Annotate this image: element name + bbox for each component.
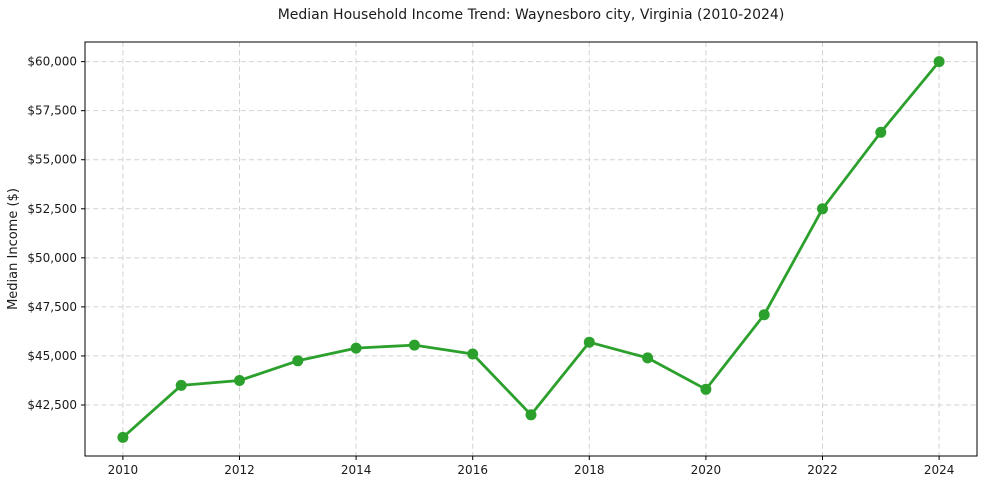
- plot-background: [85, 42, 977, 456]
- chart-title: Median Household Income Trend: Waynesbor…: [277, 7, 785, 23]
- x-tick-label: 2022: [807, 463, 838, 477]
- y-axis-label: Median Income ($): [6, 188, 21, 310]
- data-point-2021: [758, 309, 770, 321]
- data-point-2013: [292, 355, 304, 367]
- data-point-2017: [525, 409, 537, 421]
- x-tick-label: 2010: [108, 463, 139, 477]
- data-point-2020: [700, 383, 712, 395]
- x-tick-label: 2012: [224, 463, 255, 477]
- y-tick-label: $60,000: [27, 55, 77, 69]
- y-tick-label: $50,000: [27, 251, 77, 265]
- data-point-2023: [875, 126, 887, 138]
- data-point-2010: [117, 431, 129, 443]
- x-tick-label: 2018: [574, 463, 605, 477]
- data-point-2014: [350, 342, 362, 354]
- y-tick-label: $55,000: [27, 153, 77, 167]
- data-point-2018: [583, 336, 595, 348]
- x-tick-label: 2016: [457, 463, 488, 477]
- x-tick-label: 2014: [341, 463, 372, 477]
- data-point-2012: [234, 375, 245, 386]
- y-tick-label: $45,000: [27, 349, 77, 363]
- y-tick-label: $52,500: [27, 202, 77, 216]
- data-point-2022: [817, 203, 828, 215]
- y-tick-label: $57,500: [27, 104, 77, 118]
- x-tick-label: 2024: [924, 463, 955, 477]
- axes-spines: [84, 41, 978, 457]
- data-point-2024: [933, 56, 945, 68]
- data-point-2011: [175, 379, 187, 391]
- data-point-2019: [642, 352, 654, 364]
- x-tick-label: 2020: [691, 463, 722, 477]
- y-tick-label: $42,500: [27, 398, 77, 412]
- data-point-2016: [467, 348, 479, 360]
- data-point-2015: [408, 339, 420, 351]
- y-tick-label: $47,500: [27, 300, 77, 314]
